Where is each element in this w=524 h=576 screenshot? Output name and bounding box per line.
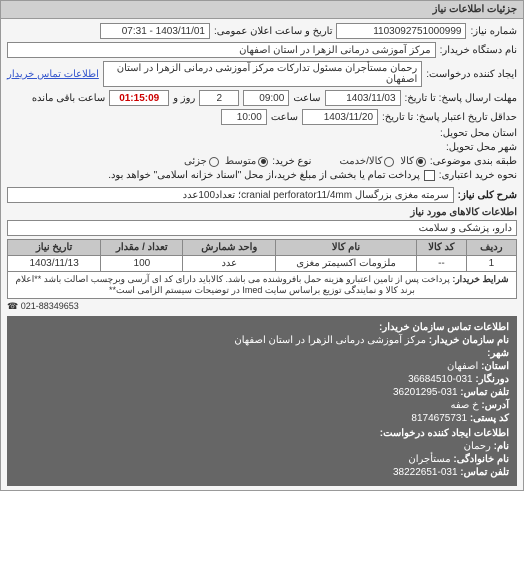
th-unit: واحد شمارش <box>183 240 276 256</box>
purchase-type-group: متوسط جزئی <box>184 156 268 167</box>
deadline-label: مهلت ارسال پاسخ: تا تاریخ: <box>405 93 517 104</box>
category-radio-group: کالا کالا/خدمت <box>339 156 425 167</box>
desc-value: سرمته مغزی بزرگسال cranial perforator11/… <box>7 187 454 203</box>
requester-value: رحمان مستأجران مسئول تدارکات مرکز آموزشی… <box>103 61 422 87</box>
fax-value: 031-36684510 <box>408 374 473 385</box>
org-value: مرکز آموزشی درمانی الزهرا در استان اصفها… <box>7 42 436 58</box>
note-label: شرایط خریدار: <box>452 274 508 284</box>
phone-footer: 021-88349653 <box>21 301 79 311</box>
credit-time: 10:00 <box>221 109 267 125</box>
radio-partial[interactable]: جزئی <box>184 156 219 167</box>
timer-label: ساعت باقی مانده <box>32 93 105 104</box>
radio-service[interactable]: کالا/خدمت <box>339 156 394 167</box>
deadline-time: 09:00 <box>243 90 289 106</box>
goods-table: ردیف کد کالا نام کالا واحد شمارش تعداد /… <box>7 239 517 299</box>
datetime-value: 1403/11/01 - 07:31 <box>100 23 210 39</box>
address-label: آدرس: <box>481 400 509 411</box>
th-code: کد کالا <box>417 240 467 256</box>
credit-purchase-label: نحوه خرید اعتباری: <box>439 170 517 181</box>
org-label: نام دستگاه خریدار: <box>440 45 517 56</box>
delivery-province-label: استان محل تحویل: <box>440 128 517 139</box>
name-label: نام: <box>494 441 509 452</box>
table-row: 1 -- ملزومات اکسیمتر مغزی عدد 100 1403/1… <box>8 256 517 272</box>
cell-unit: عدد <box>183 256 276 272</box>
family-label: نام خانوادگی: <box>453 454 509 465</box>
table-header-row: ردیف کد کالا نام کالا واحد شمارش تعداد /… <box>8 240 517 256</box>
table-note-row: شرایط خریدار: پرداخت پس از تامین اعتبارو… <box>8 272 517 299</box>
phone-icon: ☎ <box>7 301 18 311</box>
credit-until-label: حداقل تاریخ اعتبار پاسخ: تا تاریخ: <box>382 112 517 123</box>
desc-label: شرح کلی نیاز: <box>458 190 517 201</box>
deadline-date: 1403/11/03 <box>325 90 401 106</box>
tab-title: جزئیات اطلاعات نیاز <box>433 4 517 15</box>
address-value: خ صفه <box>450 400 478 411</box>
name-value: رحمان <box>464 441 491 452</box>
pt-partial-label: جزئی <box>184 156 207 167</box>
radio-goods-label: کالا <box>400 156 414 167</box>
credit-checkbox[interactable] <box>424 170 435 181</box>
contact-title: اطلاعات تماس سازمان خریدار: <box>15 322 509 333</box>
days-remaining: 2 <box>199 90 239 106</box>
province-label: استان: <box>481 361 509 372</box>
category-label: طبقه بندی موضوعی: <box>430 156 517 167</box>
city-label: شهر: <box>487 348 509 359</box>
delivery-city-label: شهر محل تحویل: <box>446 142 517 153</box>
postal-value: 8174675731 <box>411 413 467 424</box>
radio-service-label: کالا/خدمت <box>339 156 382 167</box>
buyer-value: مرکز آموزشی درمانی الزهرا در استان اصفها… <box>234 335 426 346</box>
deadline-time-label: ساعت <box>293 93 320 104</box>
credit-time-label: ساعت <box>271 112 298 123</box>
goods-section-title: اطلاعات کالاهای مورد نیاز <box>7 207 517 218</box>
cell-name: ملزومات اکسیمتر مغزی <box>276 256 417 272</box>
radio-icon <box>258 157 268 167</box>
note-text: پرداخت پس از تامین اعتبارو هزینه حمل باف… <box>15 274 449 295</box>
days-label: روز و <box>173 93 195 104</box>
countdown-timer: 01:15:09 <box>109 90 169 106</box>
purchase-type-label: نوع خرید: <box>272 156 311 167</box>
radio-icon <box>209 157 219 167</box>
delivery-city-value <box>438 147 442 149</box>
th-name: نام کالا <box>276 240 417 256</box>
radio-icon <box>416 157 426 167</box>
req-tel-label: تلفن تماس: <box>460 467 509 478</box>
radio-mid[interactable]: متوسط <box>225 156 268 167</box>
contact-section: اطلاعات تماس سازمان خریدار: نام سازمان خ… <box>7 316 517 486</box>
delivery-province-value <box>432 133 436 135</box>
details-panel: جزئیات اطلاعات نیاز شماره نیاز: 11030927… <box>0 0 524 491</box>
credit-date: 1403/11/20 <box>302 109 378 125</box>
pt-mid-label: متوسط <box>225 156 256 167</box>
note-cell: شرایط خریدار: پرداخت پس از تامین اعتبارو… <box>8 272 517 299</box>
th-qty: تعداد / مقدار <box>101 240 183 256</box>
tel-label: تلفن تماس: <box>460 387 509 398</box>
province-value: اصفهان <box>447 361 478 372</box>
requester-label: ایجاد کننده درخواست: <box>426 69 517 80</box>
cell-index: 1 <box>466 256 516 272</box>
datetime-label: تاریخ و ساعت اعلان عمومی: <box>214 26 333 37</box>
radio-goods[interactable]: کالا <box>400 156 426 167</box>
cell-date: 1403/11/13 <box>8 256 101 272</box>
req-tel-value: 031-38222651 <box>393 467 458 478</box>
tel-value: 031-36201295 <box>393 387 458 398</box>
tab-header: جزئیات اطلاعات نیاز <box>1 1 523 19</box>
buyer-label: نام سازمان خریدار: <box>429 335 509 346</box>
cell-code: -- <box>417 256 467 272</box>
family-value: مستأجران <box>408 454 450 465</box>
cell-qty: 100 <box>101 256 183 272</box>
main-content: شماره نیاز: 1103092751000999 تاریخ و ساع… <box>1 19 523 490</box>
req-creator-title: اطلاعات ایجاد کننده درخواست: <box>15 428 509 439</box>
postal-label: کد پستی: <box>470 413 509 424</box>
number-value: 1103092751000999 <box>336 23 466 39</box>
th-index: ردیف <box>466 240 516 256</box>
th-date: تاریخ نیاز <box>8 240 101 256</box>
number-label: شماره نیاز: <box>470 26 517 37</box>
credit-checkbox-text: پرداخت تمام یا بخشی از مبلغ خرید،از محل … <box>108 170 420 181</box>
radio-icon <box>384 157 394 167</box>
goods-category: دارو، پزشکی و سلامت <box>7 220 517 236</box>
fax-label: دورنگار: <box>475 374 509 385</box>
contact-link[interactable]: اطلاعات تماس خریدار <box>7 69 99 80</box>
